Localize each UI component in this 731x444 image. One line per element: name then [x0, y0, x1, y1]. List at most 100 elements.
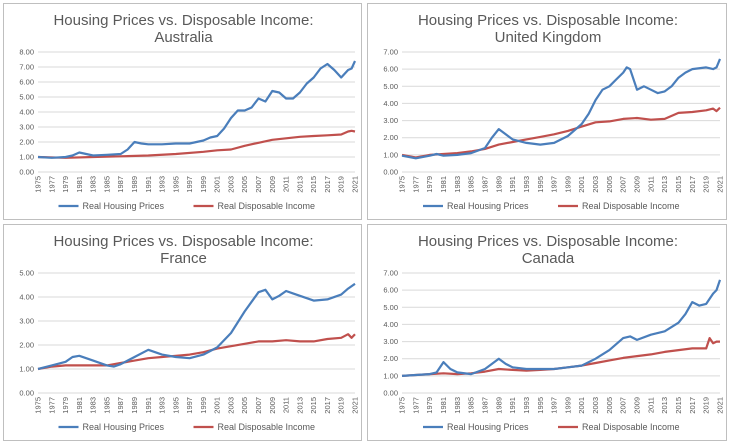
x-tick-label: 1993	[158, 397, 167, 414]
y-tick-label: 3.00	[19, 317, 34, 326]
x-tick-label: 2015	[674, 397, 683, 414]
x-tick-label: 2007	[254, 397, 263, 414]
x-tick-label: 1977	[47, 176, 56, 193]
x-tick-label: 2011	[646, 397, 655, 413]
y-tick-label: 1.00	[19, 365, 34, 374]
y-tick-label: 4.00	[19, 108, 34, 117]
x-tick-label: 2003	[591, 397, 600, 414]
y-tick-label: 2.00	[19, 138, 34, 147]
x-tick-label: 1975	[398, 397, 407, 414]
chart-title: Housing Prices vs. Disposable Income:	[418, 233, 678, 250]
x-tick-label: 1979	[425, 397, 434, 414]
x-tick-label: 1977	[411, 397, 420, 414]
x-tick-label: 1993	[158, 176, 167, 193]
x-tick-label: 1977	[411, 176, 420, 193]
x-tick-label: 1989	[130, 176, 139, 193]
chart-australia: Housing Prices vs. Disposable Income: Aus…	[3, 3, 362, 220]
x-tick-label: 2009	[268, 176, 277, 193]
x-tick-label: 1993	[522, 176, 531, 193]
series-line-housing	[401, 279, 722, 377]
x-tick-label: 2001	[213, 397, 222, 414]
chart-title: Housing Prices vs. Disposable Income:	[418, 12, 678, 29]
y-tick-label: 1.00	[19, 153, 34, 162]
x-tick-label: 2017	[323, 397, 332, 414]
x-tick-label: 1985	[467, 176, 476, 193]
chart-united-kingdom: Housing Prices vs. Disposable Income: Uni…	[367, 3, 727, 220]
chart-title: Housing Prices vs. Disposable Income:	[53, 12, 313, 29]
x-tick-label: 1991	[508, 176, 517, 193]
x-tick-label: 1991	[144, 397, 153, 414]
x-tick-label: 1975	[34, 176, 43, 193]
x-tick-label: 2005	[240, 397, 249, 414]
x-tick-label: 1979	[61, 397, 70, 414]
x-tick-label: 1981	[439, 176, 448, 193]
x-tick-label: 1989	[494, 176, 503, 193]
x-tick-label: 1999	[199, 397, 208, 414]
x-tick-label: 1995	[536, 397, 545, 414]
x-tick-label: 2007	[619, 397, 628, 414]
x-tick-label: 2005	[605, 397, 614, 414]
chart-title: Housing Prices vs. Disposable Income:	[53, 233, 313, 250]
y-tick-label: 0.00	[383, 389, 398, 398]
x-tick-label: 1983	[453, 397, 462, 414]
legend-label: Real Disposable Income	[218, 201, 316, 211]
x-tick-label: 1989	[130, 397, 139, 414]
x-tick-label: 1977	[47, 397, 56, 414]
x-tick-label: 1987	[480, 176, 489, 193]
x-tick-label: 2019	[702, 176, 711, 193]
x-tick-label: 1981	[439, 397, 448, 414]
x-tick-label: 1985	[102, 176, 111, 193]
x-tick-label: 2013	[660, 397, 669, 414]
x-tick-label: 2013	[295, 176, 304, 193]
x-tick-label: 2011	[646, 176, 655, 192]
chart-subtitle: United Kingdom	[495, 29, 602, 46]
x-tick-label: 2019	[337, 397, 346, 414]
x-tick-label: 2009	[633, 397, 642, 414]
x-tick-label: 1999	[199, 176, 208, 193]
x-tick-label: 2011	[282, 176, 291, 192]
x-tick-label: 2015	[309, 176, 318, 193]
series-line-income	[37, 129, 356, 159]
y-tick-label: 3.00	[19, 123, 34, 132]
x-tick-label: 1981	[75, 397, 84, 414]
x-tick-label: 1995	[171, 397, 180, 414]
y-tick-label: 4.00	[383, 99, 398, 108]
legend-label: Real Disposable Income	[218, 422, 316, 432]
x-tick-label: 2003	[226, 176, 235, 193]
x-tick-label: 1995	[171, 176, 180, 193]
x-tick-label: 2021	[351, 176, 360, 193]
chart-france: Housing Prices vs. Disposable Income: Fra…	[3, 224, 362, 441]
series-line-housing	[37, 60, 357, 159]
y-tick-label: 3.00	[383, 337, 398, 346]
chart-svg-united-kingdom: Housing Prices vs. Disposable Income:Uni…	[383, 12, 725, 211]
chart-svg-canada: Housing Prices vs. Disposable Income:Can…	[383, 233, 724, 432]
x-tick-label: 2001	[577, 176, 586, 193]
legend-label: Real Housing Prices	[83, 422, 165, 432]
x-tick-label: 2021	[716, 176, 725, 193]
y-tick-label: 4.00	[383, 320, 398, 329]
x-tick-label: 2013	[295, 397, 304, 414]
x-tick-label: 2015	[309, 397, 318, 414]
series-line-income	[37, 333, 356, 371]
y-tick-label: 5.00	[383, 303, 398, 312]
legend-label: Real Disposable Income	[582, 422, 680, 432]
x-tick-label: 2015	[674, 176, 683, 193]
y-tick-label: 8.00	[19, 48, 34, 57]
y-tick-label: 7.00	[19, 63, 34, 72]
x-tick-label: 2003	[591, 176, 600, 193]
chart-canada: Housing Prices vs. Disposable Income: Can…	[367, 224, 727, 441]
y-tick-label: 4.00	[19, 293, 34, 302]
y-tick-label: 1.00	[383, 371, 398, 380]
x-tick-label: 1979	[61, 176, 70, 193]
y-tick-label: 1.00	[383, 150, 398, 159]
series-line-housing	[37, 282, 356, 371]
x-tick-label: 2009	[268, 397, 277, 414]
x-tick-label: 2017	[323, 176, 332, 193]
x-tick-label: 1975	[34, 397, 43, 414]
series-line-housing	[401, 58, 722, 160]
x-tick-label: 1997	[185, 397, 194, 414]
legend-label: Real Housing Prices	[447, 201, 529, 211]
x-tick-label: 1987	[116, 176, 125, 193]
x-tick-label: 2019	[702, 397, 711, 414]
x-tick-label: 1987	[480, 397, 489, 414]
